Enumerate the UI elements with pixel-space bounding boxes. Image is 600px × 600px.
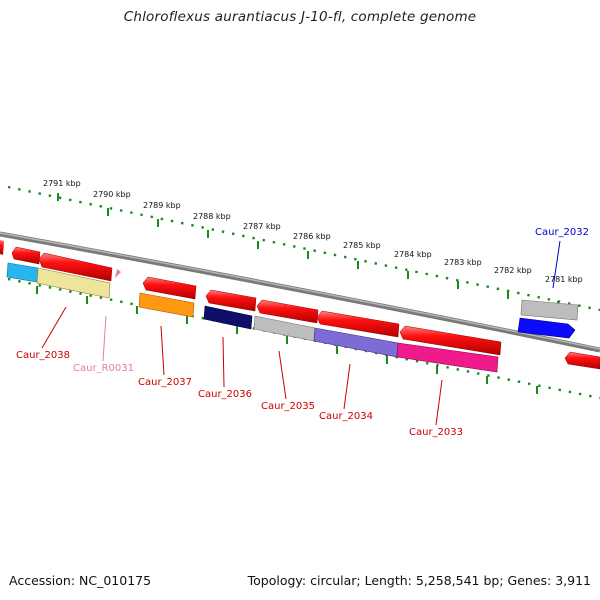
tick-label: 2783 kbp <box>444 258 482 267</box>
lower-major-ticks <box>36 286 538 394</box>
gene-caur-2032-arrow[interactable] <box>517 317 576 339</box>
tick-label: 2786 kbp <box>293 232 331 241</box>
label-caur-2034[interactable]: Caur_2034 <box>319 411 373 422</box>
label-caur-2036[interactable]: Caur_2036 <box>198 389 252 400</box>
block-navy <box>203 305 253 330</box>
label-caur-2033[interactable]: Caur_2033 <box>409 427 463 438</box>
label-caur-2037[interactable]: Caur_2037 <box>138 377 192 388</box>
colored-gene-blocks <box>6 262 579 373</box>
gene-arrow[interactable] <box>11 246 41 265</box>
block-magenta <box>396 342 499 373</box>
gene-arrow[interactable] <box>0 240 4 255</box>
upper-tick-track <box>7 185 600 312</box>
block-cyan <box>6 262 39 283</box>
gene-caur-2038-arrow[interactable] <box>38 252 113 282</box>
gene-caur-2037-arrow[interactable] <box>142 276 197 300</box>
gene-arrow[interactable] <box>564 351 600 370</box>
genome-summary-text: Topology: circular; Length: 5,258,541 bp… <box>247 573 591 588</box>
trna-marker-icon <box>115 269 121 278</box>
gene-caur-2033-arrow[interactable] <box>399 325 502 356</box>
tick-label: 2791 kbp <box>43 179 81 188</box>
tick-label: 2784 kbp <box>394 250 432 259</box>
tick-label: 2790 kbp <box>93 190 131 199</box>
tick-labels: 2791 kbp 2790 kbp 2789 kbp 2788 kbp 2787… <box>43 179 583 284</box>
label-caur-2035[interactable]: Caur_2035 <box>261 401 315 412</box>
tick-label: 2788 kbp <box>193 212 231 221</box>
genome-backbone <box>0 231 600 353</box>
gene-labels: Caur_2038 Caur_R0031 Caur_2037 Caur_2036… <box>16 227 589 438</box>
block-gray-right <box>520 299 579 321</box>
block-yellow <box>36 267 111 299</box>
tick-label: 2785 kbp <box>343 241 381 250</box>
tick-label: 2781 kbp <box>545 275 583 284</box>
block-orange <box>138 292 195 318</box>
tick-label: 2782 kbp <box>494 266 532 275</box>
genome-title: Chloroflexus aurantiacus J-10-fl, comple… <box>123 9 477 25</box>
label-caur-2038[interactable]: Caur_2038 <box>16 350 70 361</box>
accession-text: Accession: NC_010175 <box>9 573 152 588</box>
gene-caur-2036-arrow[interactable] <box>205 289 257 312</box>
leader-lines <box>41 240 561 426</box>
tick-label: 2789 kbp <box>143 201 181 210</box>
gene-caur-2035-arrow[interactable] <box>256 299 319 324</box>
tick-label: 2787 kbp <box>243 222 281 231</box>
label-caur-r0031[interactable]: Caur_R0031 <box>73 363 134 374</box>
label-caur-2032[interactable]: Caur_2032 <box>535 227 589 238</box>
gene-caur-2034-arrow[interactable] <box>316 310 400 338</box>
